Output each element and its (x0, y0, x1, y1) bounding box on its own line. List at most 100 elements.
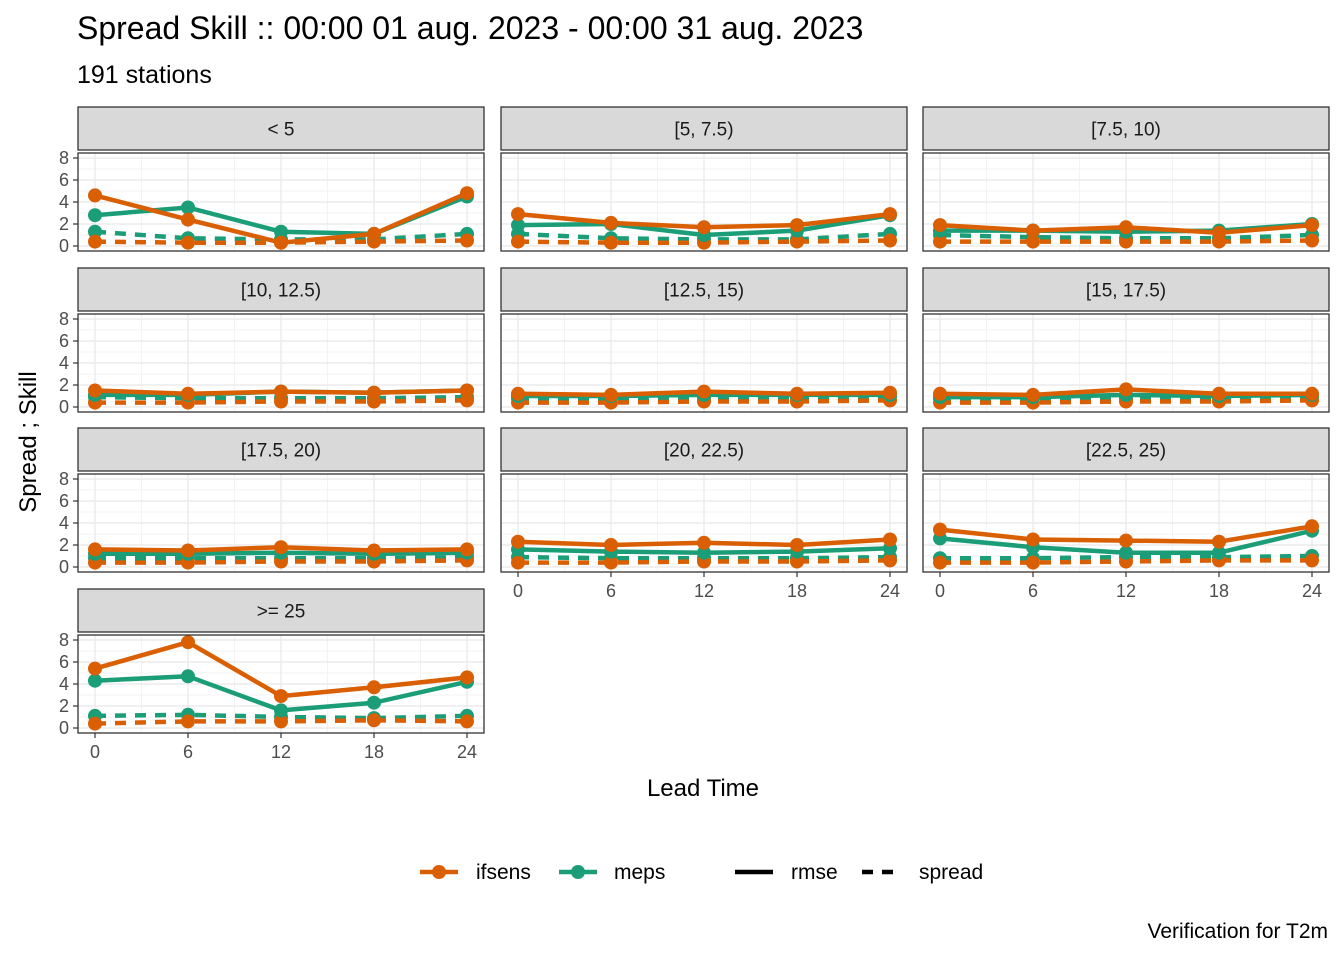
x-tick-label: 6 (183, 742, 193, 762)
data-point-ifsens-rmse (1119, 220, 1133, 235)
data-point-ifsens-rmse (88, 542, 102, 557)
data-point-ifsens-rmse (274, 540, 288, 555)
data-point-ifsens-spread (1305, 233, 1319, 248)
facet-strip (500, 106, 908, 151)
facet-strip (77, 267, 485, 312)
y-tick-label: 6 (59, 170, 69, 190)
data-point-ifsens-rmse (511, 534, 525, 549)
facet-strip (77, 588, 485, 633)
data-point-meps-rmse (367, 695, 381, 710)
data-point-ifsens-rmse (933, 218, 947, 233)
facet-strip-label: [10, 12.5) (241, 281, 321, 302)
data-point-meps-rmse (88, 673, 102, 688)
x-tick-label: 6 (606, 581, 616, 601)
data-point-ifsens-rmse (1119, 533, 1133, 548)
data-point-ifsens-rmse (790, 218, 804, 233)
data-point-ifsens-rmse (1212, 534, 1226, 549)
data-point-ifsens-spread (1026, 234, 1040, 249)
x-tick-label: 12 (694, 581, 714, 601)
data-point-meps-spread (88, 224, 102, 239)
data-point-ifsens-rmse (367, 680, 381, 695)
data-point-ifsens-rmse (790, 538, 804, 552)
data-point-ifsens-spread (460, 714, 474, 729)
data-point-ifsens-spread (933, 234, 947, 249)
data-point-ifsens-rmse (883, 207, 897, 222)
data-point-ifsens-rmse (604, 215, 618, 230)
data-point-ifsens-spread (790, 554, 804, 569)
data-point-ifsens-rmse (460, 670, 474, 685)
legend: ifsens meps rmse spread (420, 861, 983, 884)
data-point-meps-rmse (274, 224, 288, 239)
y-axis-title: Spread ; Skill (15, 371, 42, 512)
y-tick-label: 4 (59, 192, 69, 212)
panel-border (922, 313, 1330, 413)
data-point-ifsens-rmse (274, 689, 288, 704)
data-point-ifsens-rmse (790, 386, 804, 401)
facet-strip-label: [12.5, 15) (664, 281, 744, 302)
x-tick-label: 0 (90, 742, 100, 762)
data-point-ifsens-spread (88, 716, 102, 731)
y-tick-label: 4 (59, 353, 69, 373)
x-tick-label: 12 (1116, 581, 1136, 601)
legend-label-rmse: rmse (791, 861, 838, 884)
facet-panel: [20, 22.5) 0 6 12 18 24 (500, 427, 908, 601)
data-point-ifsens-rmse (1212, 386, 1226, 401)
facet-strip (77, 427, 485, 472)
y-tick-label: 4 (59, 674, 69, 694)
facet-panel: [15, 17.5) (922, 267, 1330, 413)
y-tick-label: 6 (59, 491, 69, 511)
facet-panel: [12.5, 15) (500, 267, 908, 413)
data-point-meps-rmse (274, 703, 288, 718)
y-tick-label: 8 (59, 309, 69, 329)
data-point-ifsens-rmse (367, 543, 381, 558)
data-point-ifsens-rmse (511, 386, 525, 401)
data-point-ifsens-rmse (181, 635, 195, 650)
y-tick-label: 2 (59, 214, 69, 234)
legend-key-meps-point (571, 865, 585, 879)
x-tick-label: 0 (935, 581, 945, 601)
facet-strip (922, 427, 1330, 472)
data-point-meps-rmse (697, 545, 711, 560)
data-point-ifsens-spread (460, 233, 474, 248)
data-point-ifsens-rmse (1212, 225, 1226, 240)
facet-panel: [22.5, 25) 0 6 12 18 24 (922, 427, 1330, 601)
y-tick-label: 8 (59, 469, 69, 489)
data-point-ifsens-spread (1119, 234, 1133, 249)
data-point-ifsens-spread (604, 555, 618, 570)
data-point-ifsens-rmse (1026, 532, 1040, 547)
data-point-ifsens-spread (511, 234, 525, 249)
chart-subtitle: 191 stations (77, 61, 212, 89)
data-point-ifsens-spread (604, 235, 618, 250)
data-point-ifsens-rmse (181, 386, 195, 401)
x-tick-label: 0 (513, 581, 523, 601)
y-tick-label: 0 (59, 236, 69, 256)
data-point-ifsens-spread (274, 714, 288, 729)
data-point-meps-rmse (181, 669, 195, 684)
data-point-ifsens-rmse (883, 385, 897, 400)
facet-strip (500, 427, 908, 472)
facet-panel: [7.5, 10) (922, 106, 1330, 252)
x-tick-label: 18 (364, 742, 384, 762)
x-tick-label: 18 (1209, 581, 1229, 601)
data-point-ifsens-rmse (460, 542, 474, 557)
legend-key-ifsens-point (432, 865, 446, 879)
data-point-meps-rmse (1119, 545, 1133, 560)
facet-strip-label: >= 25 (257, 602, 306, 623)
legend-label-spread: spread (919, 861, 983, 884)
data-point-ifsens-spread (88, 234, 102, 249)
x-axis-title: Lead Time (647, 775, 759, 802)
data-point-ifsens-rmse (1119, 382, 1133, 397)
data-point-ifsens-spread (460, 393, 474, 408)
data-point-ifsens-rmse (1026, 223, 1040, 238)
data-point-ifsens-rmse (933, 386, 947, 401)
facet-strip-label: < 5 (268, 120, 295, 141)
y-tick-label: 0 (59, 557, 69, 577)
facet-strip-label: [22.5, 25) (1086, 441, 1166, 462)
facet-panel: [5, 7.5) (500, 106, 908, 252)
data-point-ifsens-spread (274, 394, 288, 409)
data-point-ifsens-spread (933, 555, 947, 570)
data-point-ifsens-spread (1305, 553, 1319, 568)
data-point-ifsens-rmse (274, 235, 288, 250)
